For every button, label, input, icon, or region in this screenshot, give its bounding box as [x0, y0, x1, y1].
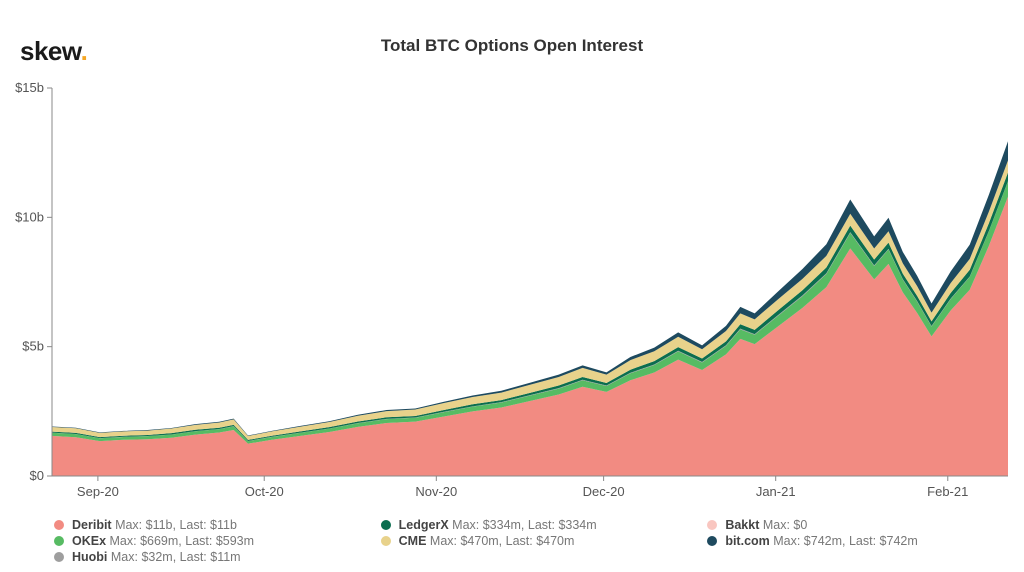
- legend-series-name: Deribit: [72, 518, 115, 532]
- legend-series-name: Bakkt: [725, 518, 763, 532]
- chart-area: $0 $5b $10b $15b Sep-20 Oct-20 Nov-20 Dec-20 Jan…: [8, 78, 1016, 506]
- legend-swatch: [381, 536, 391, 546]
- y-tick-label: $15b: [15, 80, 44, 95]
- legend-text: Huobi Max: $32m, Last: $11m: [72, 550, 241, 564]
- y-tick-label: $0: [30, 468, 44, 483]
- x-tick-label: Oct-20: [245, 484, 284, 499]
- legend-series-name: Huobi: [72, 550, 111, 564]
- x-tick-label: Nov-20: [415, 484, 457, 499]
- legend-swatch: [54, 520, 64, 530]
- legend-text: OKEx Max: $669m, Last: $593m: [72, 534, 254, 548]
- legend-series-name: LedgerX: [399, 518, 453, 532]
- x-tick-label: Sep-20: [77, 484, 119, 499]
- legend-series-name: CME: [399, 534, 430, 548]
- legend-swatch: [54, 552, 64, 562]
- legend-series-stats: Max: $334m, Last: $334m: [452, 518, 597, 532]
- skew-logo: skew.: [20, 36, 87, 67]
- y-tick-label: $5b: [22, 339, 44, 354]
- legend-swatch: [707, 536, 717, 546]
- stacked-area-chart: $0 $5b $10b $15b Sep-20 Oct-20 Nov-20 Dec-20 Jan…: [8, 78, 1016, 506]
- legend-item-ledgerx[interactable]: LedgerX Max: $334m, Last: $334m: [381, 518, 690, 532]
- legend-text: Deribit Max: $11b, Last: $11b: [72, 518, 237, 532]
- legend-item-bakkt[interactable]: Bakkt Max: $0: [707, 518, 1016, 532]
- legend-item-bitcom[interactable]: bit.com Max: $742m, Last: $742m: [707, 534, 1016, 548]
- x-tick-label: Feb-21: [927, 484, 968, 499]
- legend-text: Bakkt Max: $0: [725, 518, 807, 532]
- legend-item-huobi[interactable]: Huobi Max: $32m, Last: $11m: [54, 550, 363, 564]
- legend-series-stats: Max: $742m, Last: $742m: [773, 534, 918, 548]
- legend-item-deribit[interactable]: Deribit Max: $11b, Last: $11b: [54, 518, 363, 532]
- legend-series-stats: Max: $0: [763, 518, 807, 532]
- legend-swatch: [54, 536, 64, 546]
- y-tick-label: $10b: [15, 209, 44, 224]
- legend-swatch: [707, 520, 717, 530]
- legend-item-cme[interactable]: CME Max: $470m, Last: $470m: [381, 534, 690, 548]
- chart-legend: Deribit Max: $11b, Last: $11b LedgerX Max…: [54, 518, 1016, 564]
- legend-series-name: OKEx: [72, 534, 110, 548]
- x-tick-label: Dec-20: [583, 484, 625, 499]
- legend-text: LedgerX Max: $334m, Last: $334m: [399, 518, 597, 532]
- logo-dot: .: [81, 36, 88, 66]
- legend-series-name: bit.com: [725, 534, 773, 548]
- legend-series-stats: Max: $470m, Last: $470m: [430, 534, 575, 548]
- legend-series-stats: Max: $669m, Last: $593m: [110, 534, 255, 548]
- legend-series-stats: Max: $11b, Last: $11b: [115, 518, 237, 532]
- legend-item-okex[interactable]: OKEx Max: $669m, Last: $593m: [54, 534, 363, 548]
- logo-text: skew: [20, 36, 81, 66]
- x-tick-label: Jan-21: [756, 484, 796, 499]
- chart-title: Total BTC Options Open Interest: [0, 0, 1024, 56]
- legend-series-stats: Max: $32m, Last: $11m: [111, 550, 241, 564]
- legend-text: bit.com Max: $742m, Last: $742m: [725, 534, 917, 548]
- legend-text: CME Max: $470m, Last: $470m: [399, 534, 575, 548]
- legend-swatch: [381, 520, 391, 530]
